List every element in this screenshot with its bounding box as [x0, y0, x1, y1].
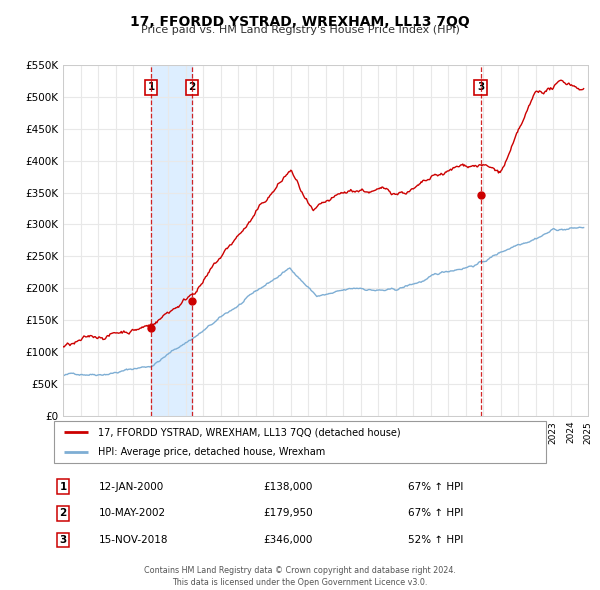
Text: 12-JAN-2000: 12-JAN-2000 [99, 482, 164, 491]
Text: 3: 3 [477, 82, 484, 92]
Text: 10-MAY-2002: 10-MAY-2002 [99, 509, 166, 518]
Text: Price paid vs. HM Land Registry's House Price Index (HPI): Price paid vs. HM Land Registry's House … [140, 25, 460, 35]
Bar [151, 65, 192, 416]
Text: 17, FFORDD YSTRAD, WREXHAM, LL13 7QQ: 17, FFORDD YSTRAD, WREXHAM, LL13 7QQ [130, 15, 470, 29]
Text: £179,950: £179,950 [263, 509, 313, 518]
Text: 15-NOV-2018: 15-NOV-2018 [99, 535, 169, 545]
Text: 67% ↑ HPI: 67% ↑ HPI [408, 509, 463, 518]
Text: 3: 3 [59, 535, 67, 545]
Text: £346,000: £346,000 [263, 535, 313, 545]
Text: 52% ↑ HPI: 52% ↑ HPI [408, 535, 463, 545]
Text: 2: 2 [59, 509, 67, 518]
Text: Contains HM Land Registry data © Crown copyright and database right 2024.
This d: Contains HM Land Registry data © Crown c… [144, 566, 456, 587]
Text: 2: 2 [188, 82, 196, 92]
Text: 67% ↑ HPI: 67% ↑ HPI [408, 482, 463, 491]
Text: HPI: Average price, detached house, Wrexham: HPI: Average price, detached house, Wrex… [98, 447, 326, 457]
Text: 1: 1 [148, 82, 155, 92]
Text: 17, FFORDD YSTRAD, WREXHAM, LL13 7QQ (detached house): 17, FFORDD YSTRAD, WREXHAM, LL13 7QQ (de… [98, 427, 401, 437]
Text: £138,000: £138,000 [263, 482, 313, 491]
Text: 1: 1 [59, 482, 67, 491]
